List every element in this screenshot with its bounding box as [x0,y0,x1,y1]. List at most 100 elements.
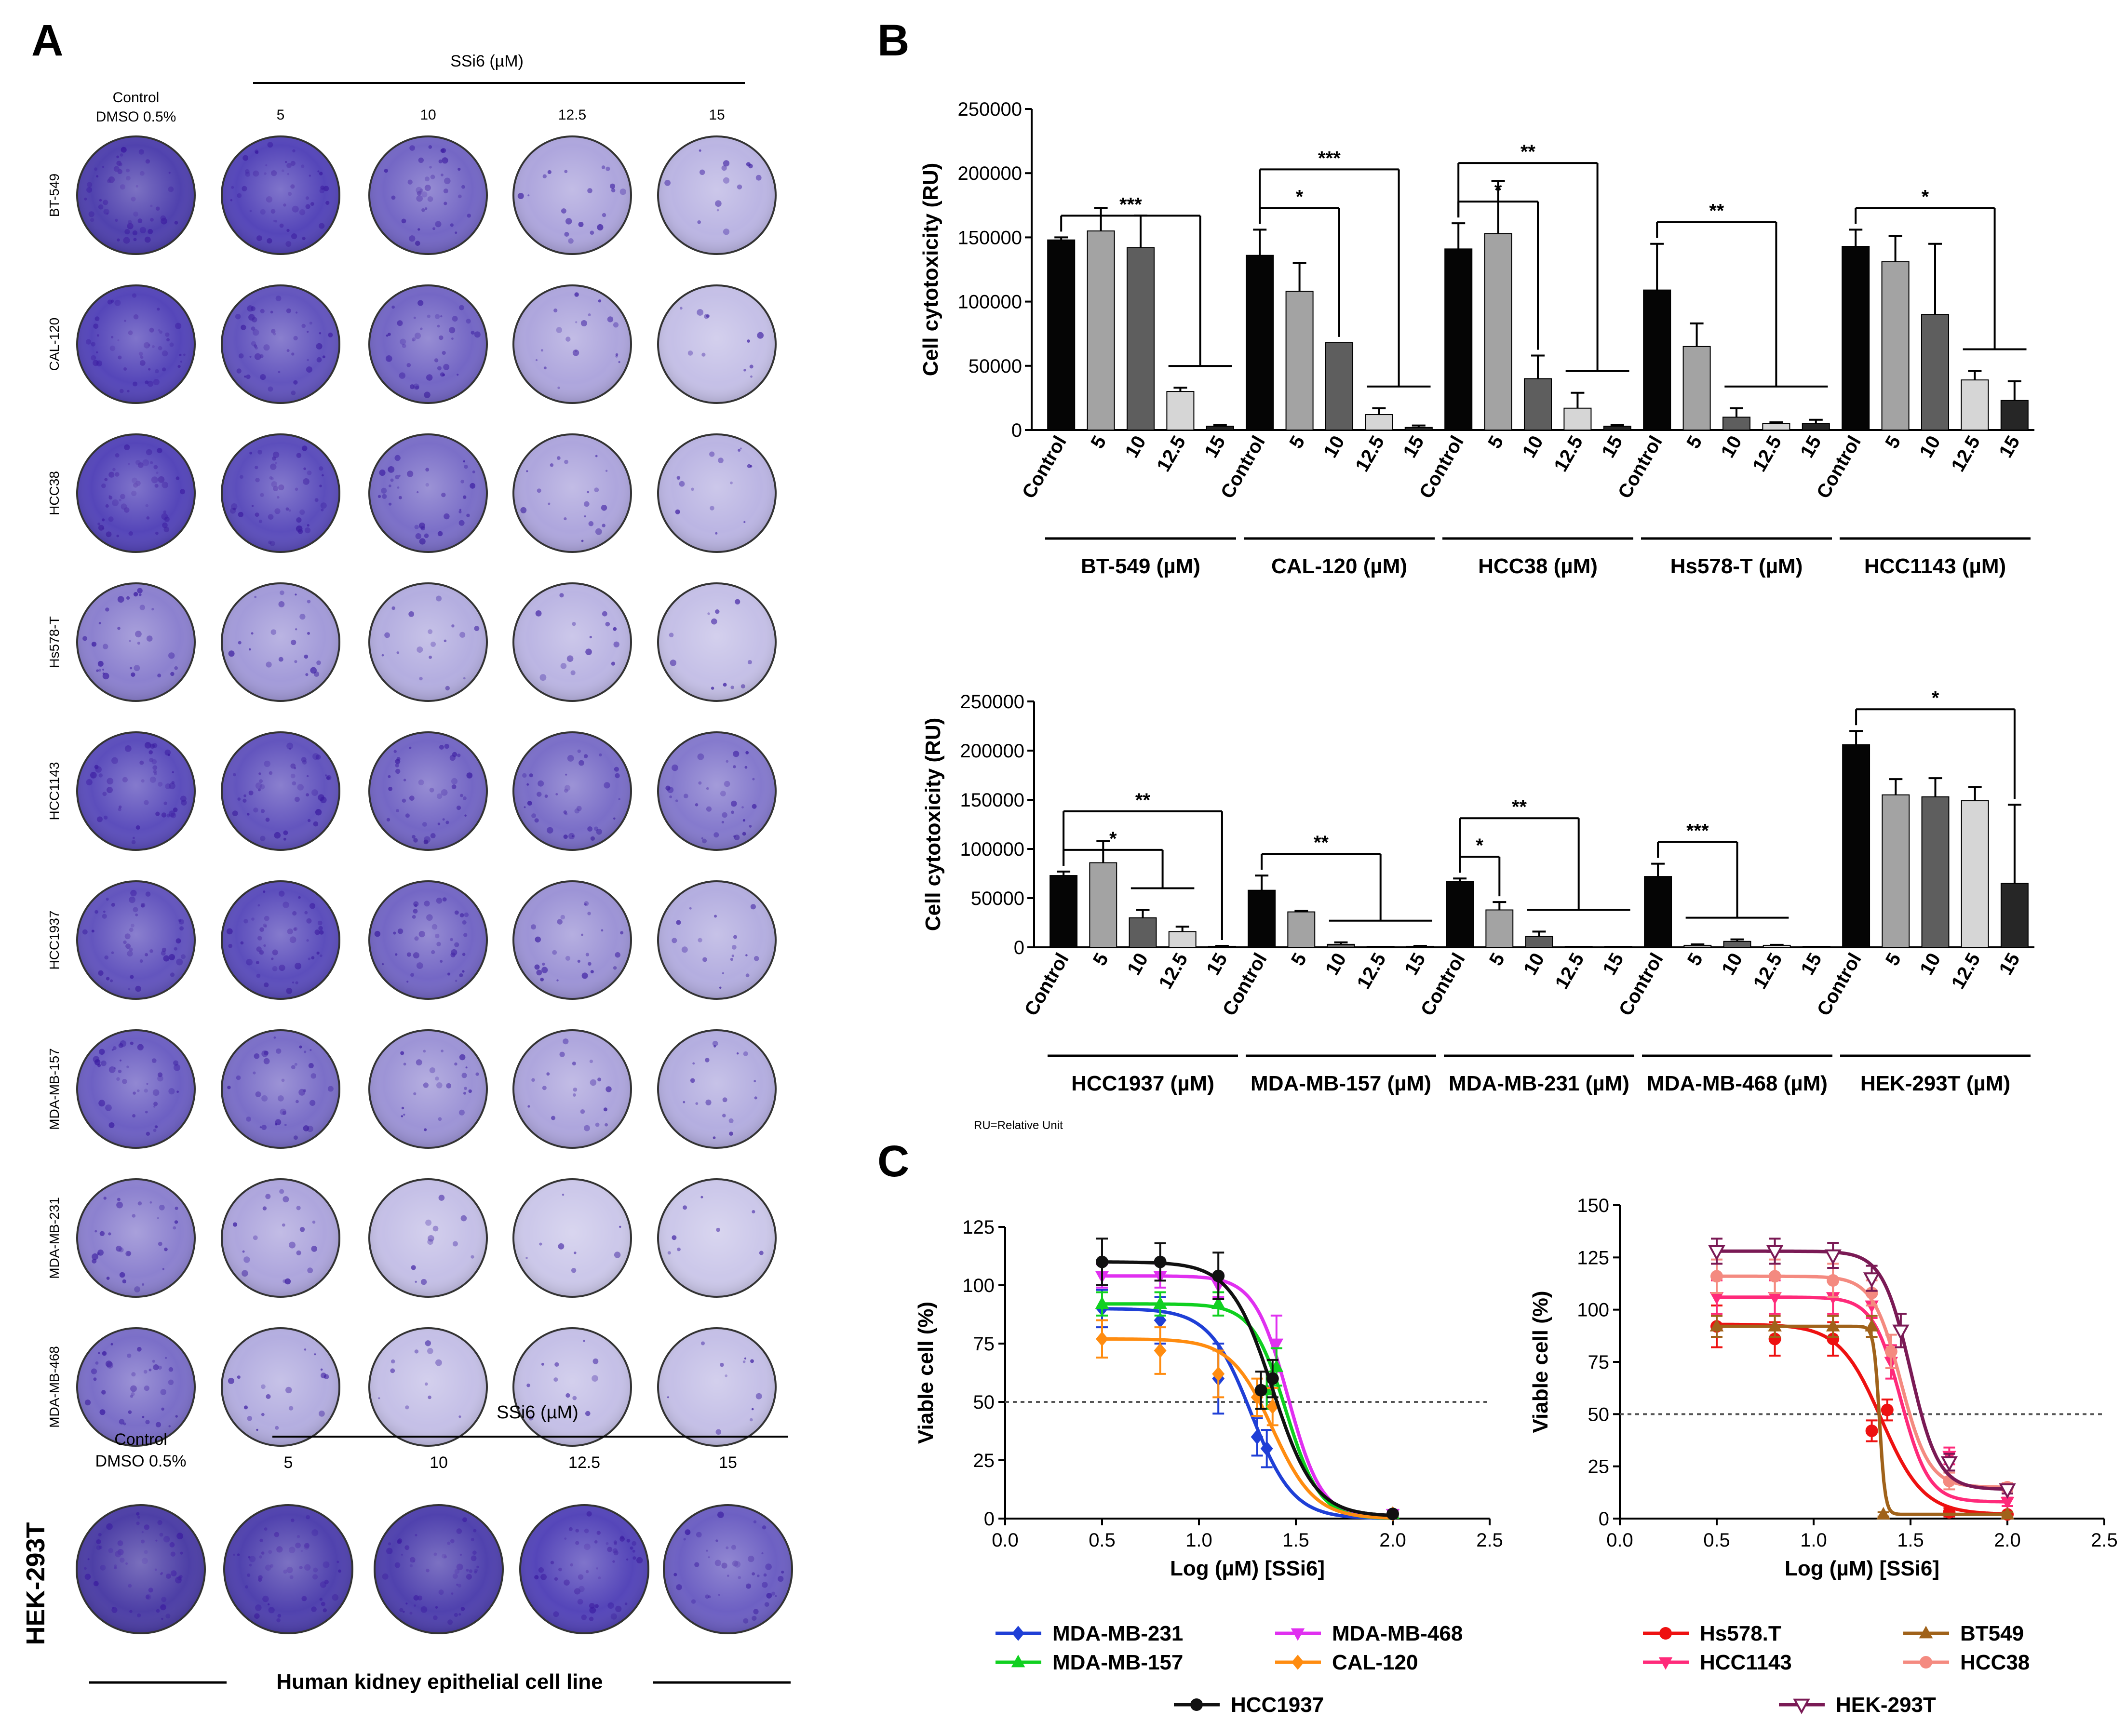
control-label-line1: Control [113,90,160,106]
data-point-cal-120 [1154,1343,1167,1359]
dish-mda-mb-468-2 [368,1327,488,1447]
dish-hcc1937-2 [368,880,488,1000]
category-label: 12.5 [1749,432,1786,475]
significance-bracket: ** [1063,790,1223,940]
row-label-bt-549: BT-549 [47,174,62,217]
category-label: 10 [1916,950,1945,979]
dish-shading [370,1329,486,1445]
bar-cal-120-m-12-5 [1365,414,1393,431]
significance-bracket: * [1855,186,2027,350]
legend-label: HEK-293T [1836,1693,1936,1717]
dish-hek-293t-2 [374,1504,504,1634]
category-label: 5 [1484,432,1507,452]
category-label: 15 [1202,950,1231,979]
category-label: 12.5 [1353,950,1390,993]
fit-curve-mda-mb-231 [1102,1307,1393,1520]
data-point-hek-293t [1863,1272,1881,1288]
data-point-mda-mb-157 [1095,1296,1109,1309]
dish-shading [223,882,338,998]
series-hcc1143 [1709,1279,2015,1509]
fit-curve-hcc38 [1717,1274,2007,1489]
category-label: 5 [1087,432,1110,452]
dish-mda-mb-231-3 [512,1178,632,1298]
hek-control-label-line1: Control [114,1430,167,1449]
hek-dish-row [76,1504,793,1634]
data-point-hek-293t [1824,1249,1842,1265]
data-point-hcc1937 [1096,1255,1108,1268]
bar-hek-293t-m-control [1842,744,1870,948]
group-label-hek-293t-m: HEK-293T (µM) [1860,1072,2010,1095]
data-point-hek-293t [1940,1456,1958,1472]
data-point-mda-mb-157 [1211,1296,1225,1309]
data-point-hs578-t [1827,1332,1840,1346]
dish-shading [78,137,194,253]
y-tick-label: 50 [1588,1404,1610,1425]
x-tick-label: 2.0 [1379,1530,1406,1551]
data-point-hcc1937 [1154,1255,1167,1268]
dish-shading [514,882,630,998]
dose-response-left: 0 25 50 75 100 125 0.0 0.5 1.0 1.5 2.0 2.5 Log (µM) … [914,1217,1503,1717]
series-cal-120 [1096,1319,1399,1521]
category-label: 5 [1882,950,1905,969]
dish-hs578-t-1 [221,582,340,702]
legend-label: MDA-MB-157 [1052,1651,1183,1674]
significance-bracket: * [1855,687,2016,799]
dish-shading [514,137,630,253]
bar-cal-120-m-5 [1285,291,1314,431]
row-label-hs578-t: Hs578-T [47,616,62,668]
dish-shading [78,733,194,849]
dish-hcc1143-0 [76,731,196,851]
dish-cal-120-2 [368,284,488,404]
significance-label: ** [1314,832,1329,853]
conc-label-10: 10 [420,107,436,123]
category-label: 5 [1683,950,1707,969]
legend-label: CAL-120 [1332,1651,1418,1674]
legend-label: Hs578.T [1700,1622,1781,1645]
data-point-mda-mb-468 [1269,1338,1284,1351]
x-tick-label: 2.0 [1994,1530,2021,1551]
category-label: Control [1018,432,1071,502]
category-label: 5 [1881,432,1905,452]
dish-cal-120-1 [221,284,340,404]
bar-mda-mb-157-m-10 [1327,943,1355,948]
bar-hek-293t-m-12-5 [1961,800,1989,948]
group-label-hs578-t-m: Hs578-T (µM) [1670,554,1803,578]
treatment-label: SSi6 (µM) [450,52,524,70]
dish-hcc38-2 [368,433,488,553]
dish-shading [514,286,630,402]
data-point-bt549 [1826,1319,1840,1332]
bar-hcc1143-m-control [1842,246,1870,431]
category-label: 10 [1121,432,1150,462]
dish-shading [78,435,194,551]
x-tick-label: 0.5 [1089,1530,1116,1551]
significance-bracket: *** [1060,194,1232,367]
fit-curve-mda-mb-157 [1102,1302,1393,1520]
dish-hek-293t-0 [76,1504,206,1634]
dish-hcc38-3 [512,433,632,553]
bar-hcc1937-m-control [1050,875,1078,948]
y-tick-label: 0 [984,1508,995,1530]
significance-label: * [1109,828,1117,849]
legend-label: MDA-MB-231 [1052,1622,1183,1645]
bar-hs578-t-m-15 [1802,423,1830,431]
bar-hek-293t-m-10 [1921,796,1950,948]
data-point-cal-120 [1096,1331,1108,1346]
dish-shading [223,137,338,253]
category-label: 12.5 [1155,950,1192,993]
row-label-cal-120: CAL-120 [47,318,62,371]
dish-hcc38-0 [76,433,196,553]
dish-hs578-t-2 [368,582,488,702]
x-tick-label: 1.5 [1897,1530,1924,1551]
y-tick-label: 100000 [960,839,1024,860]
group-label-hcc1143-m: HCC1143 (µM) [1864,554,2006,578]
bar-mda-mb-157-m-control [1248,889,1276,948]
category-label: 10 [1717,432,1746,462]
data-point-bt549 [1865,1319,1879,1332]
dish-hek-293t-1 [223,1504,353,1634]
dish-shading [665,1506,791,1632]
category-label: 15 [1995,432,2024,462]
legend-marker [1292,1655,1304,1670]
row-label-mda-mb-231: MDA-MB-231 [47,1197,62,1279]
significance-bracket: ** [1457,141,1629,372]
data-point-hs578-t [1881,1403,1894,1416]
